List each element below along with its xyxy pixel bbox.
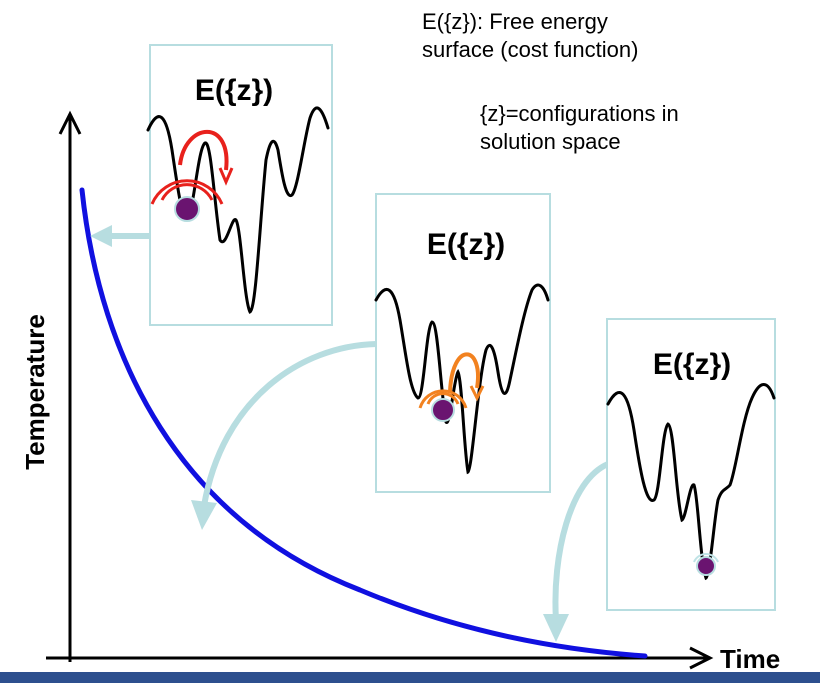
y-axis-label: Temperature bbox=[20, 314, 50, 470]
panel-2-particle bbox=[431, 398, 455, 422]
energy-panel-1: E({z}) bbox=[146, 44, 333, 326]
energy-note-line-2: surface (cost function) bbox=[422, 37, 639, 62]
configuration-note: {z}=configurations in solution space bbox=[480, 100, 679, 156]
panel-1-ripple bbox=[150, 179, 224, 205]
energy-note-line-1: E({z}): Free energy bbox=[422, 9, 608, 34]
x-axis-label: Time bbox=[720, 644, 780, 674]
panel-2-ripple bbox=[418, 389, 468, 409]
panel-1-ripple bbox=[160, 183, 214, 201]
y-axis-arrowhead bbox=[58, 110, 82, 135]
energy-surface-note: E({z}): Free energy surface (cost functi… bbox=[422, 8, 638, 64]
panel-1-title: E({z}) bbox=[195, 74, 273, 107]
panel-2-hop-arrow bbox=[448, 352, 480, 393]
panel-3-frame bbox=[606, 318, 776, 611]
config-note-line-2: solution space bbox=[480, 129, 621, 154]
panel-3-ripple bbox=[693, 553, 719, 563]
panel-1-particle bbox=[174, 196, 200, 222]
cooling-curve bbox=[79, 187, 648, 659]
config-note-line-1: {z}=configurations in bbox=[480, 101, 679, 126]
connector-panel-2 bbox=[191, 341, 377, 530]
connector-panel-1 bbox=[90, 225, 150, 247]
x-axis-arrowhead bbox=[689, 646, 714, 670]
connector-panel-3 bbox=[543, 461, 610, 642]
panel-3-particle bbox=[696, 556, 716, 576]
energy-panel-2: E({z}) bbox=[374, 193, 551, 493]
panel-2-hop-arrowhead bbox=[469, 385, 485, 402]
energy-panel-3: E({z}) bbox=[606, 318, 776, 611]
panel-2-title: E({z}) bbox=[427, 228, 505, 261]
panel-1-hop-arrowhead bbox=[218, 167, 234, 186]
footer-bar bbox=[0, 672, 820, 683]
panel-3-energy-curve bbox=[606, 383, 776, 581]
panel-1-hop-arrow bbox=[178, 129, 229, 171]
panel-2-ripple bbox=[426, 392, 460, 405]
panel-3-title: E({z}) bbox=[653, 348, 731, 381]
